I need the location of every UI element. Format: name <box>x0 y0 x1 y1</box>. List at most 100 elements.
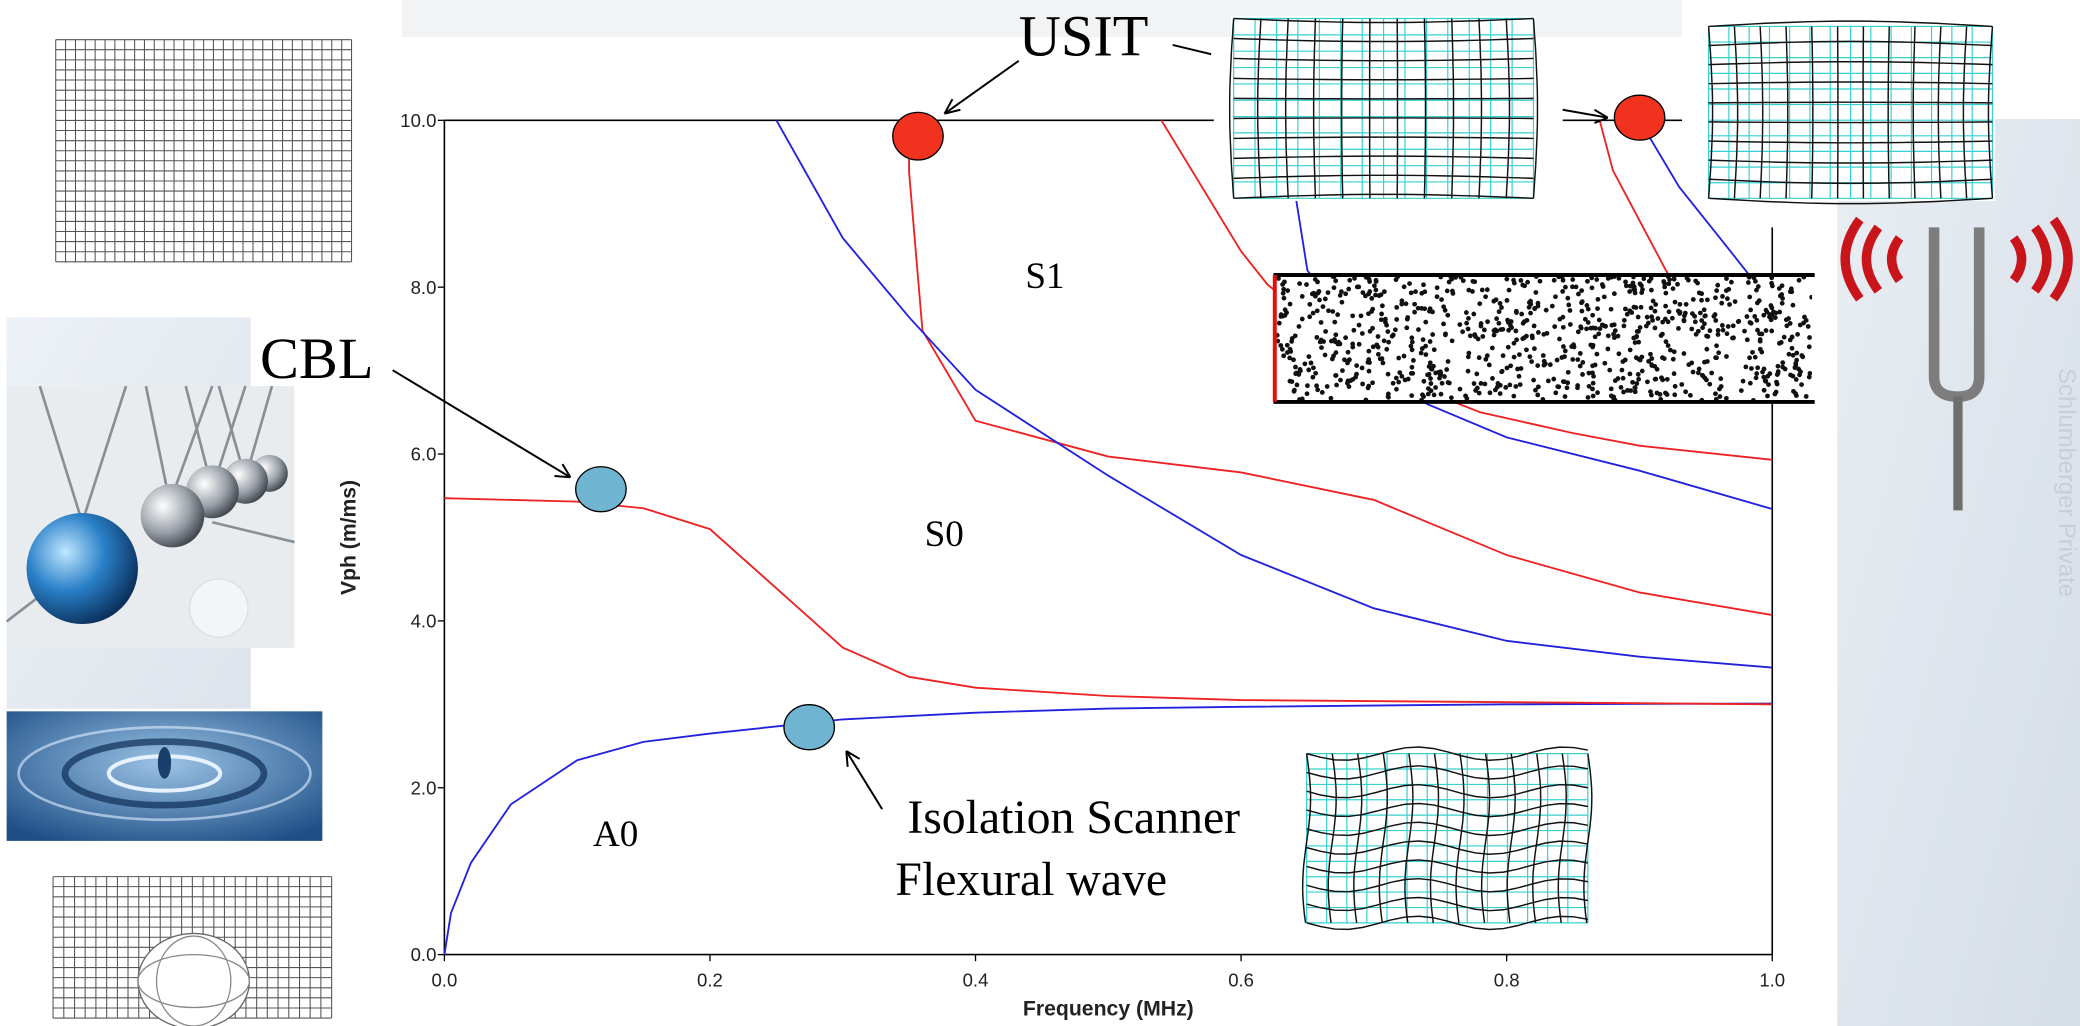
particle <box>1392 327 1398 333</box>
particle <box>1343 291 1349 297</box>
grid-stroke <box>1233 57 1534 62</box>
usit-label: USIT <box>1019 4 1149 69</box>
particle <box>1324 384 1330 389</box>
particle <box>1634 329 1640 334</box>
particle <box>1476 355 1482 361</box>
particle <box>1369 296 1375 301</box>
grid-stroke <box>1707 26 1714 199</box>
particle <box>1431 363 1436 369</box>
particle <box>1306 367 1312 373</box>
particle <box>1428 381 1434 386</box>
particle <box>1775 370 1781 376</box>
particle <box>1605 346 1611 352</box>
particle <box>1530 335 1535 341</box>
particle <box>1611 331 1616 337</box>
particle <box>1702 359 1707 365</box>
particle <box>1533 387 1538 393</box>
grid-stroke <box>1340 18 1344 199</box>
grid-stroke <box>1233 136 1534 140</box>
particle <box>1526 304 1532 310</box>
particle <box>1596 331 1602 337</box>
particle <box>1790 302 1796 308</box>
particle <box>1314 308 1320 314</box>
particle <box>1565 380 1571 386</box>
grid-stroke <box>1233 174 1534 180</box>
particle <box>1504 298 1510 303</box>
particle <box>1679 382 1685 387</box>
watermark: Schlumberger Private <box>2053 368 2080 597</box>
particle <box>1714 288 1720 293</box>
grid-stroke <box>1733 26 1739 199</box>
particle <box>1676 326 1681 331</box>
particle <box>1332 319 1338 325</box>
particle <box>1478 381 1484 386</box>
particle <box>1799 353 1805 358</box>
particle <box>1299 294 1305 299</box>
particle <box>1799 382 1804 387</box>
particle <box>1524 317 1530 323</box>
particle <box>1407 281 1412 286</box>
particle <box>1769 328 1775 334</box>
particle <box>1702 313 1708 319</box>
particle <box>1798 369 1803 375</box>
particle <box>1803 394 1809 399</box>
grid-stroke <box>1759 26 1764 199</box>
particle <box>1276 320 1282 326</box>
particle <box>1427 339 1433 344</box>
particle <box>1732 299 1738 304</box>
particle <box>1638 304 1644 310</box>
particle <box>1693 278 1699 284</box>
grid-stroke <box>1708 140 1993 144</box>
markers <box>575 94 1666 751</box>
particle <box>1683 301 1689 307</box>
particle <box>1585 395 1591 400</box>
particle <box>1330 309 1336 314</box>
particle <box>1590 386 1595 392</box>
particle <box>1649 392 1654 398</box>
particle <box>1386 394 1391 400</box>
curve <box>443 702 1773 955</box>
particle <box>1585 278 1590 284</box>
particle <box>1566 302 1572 308</box>
particle <box>1449 338 1455 344</box>
particle <box>1506 287 1512 293</box>
particle <box>1792 365 1798 371</box>
particle <box>1650 298 1656 304</box>
particle <box>1474 371 1480 377</box>
particle <box>1379 311 1384 317</box>
particle <box>1315 387 1321 393</box>
particle <box>1354 284 1360 290</box>
particle <box>1695 328 1701 334</box>
grid-image <box>55 39 353 263</box>
particle <box>1635 372 1641 377</box>
particle <box>1551 277 1557 283</box>
particle <box>1473 388 1479 393</box>
grid-stroke <box>1327 753 1337 923</box>
particle <box>1699 318 1705 323</box>
particle <box>1669 315 1675 321</box>
particle <box>1370 325 1375 331</box>
particle <box>1636 376 1642 382</box>
particle <box>1339 299 1345 305</box>
particle <box>1489 345 1495 351</box>
particle <box>1319 390 1325 395</box>
particle <box>1500 326 1506 332</box>
particle <box>1780 296 1785 301</box>
particle <box>1426 371 1432 377</box>
particle <box>1667 277 1672 283</box>
particle <box>1540 397 1546 401</box>
particle <box>1465 368 1471 374</box>
particle <box>1560 289 1566 294</box>
particle <box>1445 359 1451 364</box>
particle <box>1790 352 1796 358</box>
particle <box>1491 298 1497 304</box>
grid-stroke <box>1708 101 1993 104</box>
particle <box>1508 363 1514 369</box>
particle <box>1671 371 1677 377</box>
particle <box>1499 368 1505 374</box>
particle <box>1441 321 1446 327</box>
particle <box>1276 338 1281 344</box>
particle <box>1308 360 1314 366</box>
particle <box>1704 297 1710 303</box>
x-tick-label: 0.4 <box>963 969 989 990</box>
